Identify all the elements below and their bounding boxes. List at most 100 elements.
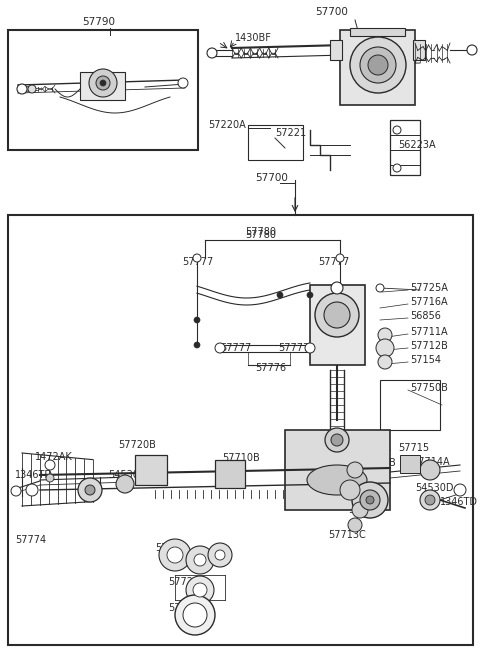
Bar bbox=[135, 455, 167, 485]
Circle shape bbox=[85, 485, 95, 495]
Circle shape bbox=[207, 48, 217, 58]
Text: 57700: 57700 bbox=[315, 7, 348, 17]
Bar bbox=[248, 125, 303, 160]
Circle shape bbox=[208, 543, 232, 567]
Text: 57776: 57776 bbox=[255, 363, 286, 373]
Circle shape bbox=[376, 339, 394, 357]
Circle shape bbox=[324, 302, 350, 328]
Circle shape bbox=[194, 317, 200, 323]
Text: 1346TD: 1346TD bbox=[15, 470, 53, 480]
Circle shape bbox=[393, 126, 401, 134]
Text: 57775: 57775 bbox=[168, 603, 199, 613]
Circle shape bbox=[175, 595, 215, 635]
Circle shape bbox=[116, 475, 134, 493]
Text: 57763: 57763 bbox=[308, 453, 339, 463]
Text: 57710B: 57710B bbox=[222, 453, 260, 463]
Circle shape bbox=[336, 254, 344, 262]
Circle shape bbox=[26, 484, 38, 496]
Text: 57777: 57777 bbox=[278, 343, 309, 353]
Bar bbox=[330, 40, 342, 60]
Circle shape bbox=[17, 84, 27, 94]
Circle shape bbox=[425, 495, 435, 505]
Circle shape bbox=[378, 355, 392, 369]
Text: 57750B: 57750B bbox=[410, 383, 448, 393]
Circle shape bbox=[194, 554, 206, 566]
Text: 54530D: 54530D bbox=[108, 470, 146, 480]
Circle shape bbox=[193, 583, 207, 597]
Bar bbox=[340, 30, 415, 105]
Circle shape bbox=[368, 55, 388, 75]
Circle shape bbox=[186, 576, 214, 604]
Text: 54530D: 54530D bbox=[415, 483, 454, 493]
Text: 1472AK: 1472AK bbox=[35, 452, 73, 462]
Bar bbox=[413, 40, 425, 60]
Text: 57774: 57774 bbox=[15, 535, 46, 545]
Circle shape bbox=[366, 496, 374, 504]
Text: 57700: 57700 bbox=[255, 173, 288, 183]
Bar bbox=[285, 430, 390, 510]
Bar bbox=[8, 215, 473, 645]
Text: 57780: 57780 bbox=[245, 230, 276, 240]
Circle shape bbox=[194, 342, 200, 348]
Bar bbox=[350, 28, 405, 36]
Text: 1430BF: 1430BF bbox=[235, 33, 272, 43]
Text: 57713B: 57713B bbox=[358, 458, 396, 468]
Circle shape bbox=[186, 546, 214, 574]
Circle shape bbox=[277, 292, 283, 298]
Text: 57773: 57773 bbox=[155, 543, 186, 553]
Text: 56856: 56856 bbox=[410, 311, 441, 321]
Circle shape bbox=[360, 47, 396, 83]
Text: 57725A: 57725A bbox=[410, 283, 448, 293]
Circle shape bbox=[360, 490, 380, 510]
Circle shape bbox=[347, 462, 363, 478]
Text: 57220A: 57220A bbox=[208, 120, 246, 130]
Circle shape bbox=[352, 502, 368, 518]
Bar bbox=[215, 460, 245, 488]
Text: 57720B: 57720B bbox=[118, 440, 156, 450]
Text: 57777: 57777 bbox=[182, 257, 213, 267]
Circle shape bbox=[352, 482, 388, 518]
Circle shape bbox=[350, 37, 406, 93]
Text: 57154: 57154 bbox=[410, 355, 441, 365]
Text: 57714A: 57714A bbox=[412, 457, 450, 467]
Circle shape bbox=[100, 80, 106, 86]
Circle shape bbox=[215, 550, 225, 560]
Circle shape bbox=[78, 478, 102, 502]
Bar bbox=[380, 380, 440, 430]
Text: 57762: 57762 bbox=[348, 505, 379, 515]
Circle shape bbox=[45, 460, 55, 470]
Circle shape bbox=[193, 254, 201, 262]
Circle shape bbox=[28, 85, 36, 93]
Circle shape bbox=[467, 45, 477, 55]
Circle shape bbox=[307, 292, 313, 298]
Text: 57777: 57777 bbox=[318, 257, 349, 267]
Circle shape bbox=[96, 76, 110, 90]
Circle shape bbox=[215, 343, 225, 353]
Circle shape bbox=[420, 460, 440, 480]
Circle shape bbox=[348, 518, 362, 532]
Circle shape bbox=[420, 490, 440, 510]
Circle shape bbox=[183, 603, 207, 627]
Text: 57716A: 57716A bbox=[410, 297, 448, 307]
Circle shape bbox=[331, 434, 343, 446]
Circle shape bbox=[89, 69, 117, 97]
Bar bbox=[310, 285, 365, 365]
Circle shape bbox=[46, 474, 54, 482]
Circle shape bbox=[305, 343, 315, 353]
Circle shape bbox=[454, 484, 466, 496]
Circle shape bbox=[159, 539, 191, 571]
Circle shape bbox=[315, 293, 359, 337]
Text: 57780: 57780 bbox=[245, 227, 276, 237]
Bar bbox=[8, 30, 198, 150]
Bar bbox=[80, 72, 125, 100]
Circle shape bbox=[178, 78, 188, 88]
Circle shape bbox=[11, 486, 21, 496]
Text: 1346TD: 1346TD bbox=[440, 497, 478, 507]
Text: 56223A: 56223A bbox=[398, 140, 436, 150]
Bar bbox=[390, 120, 420, 175]
Ellipse shape bbox=[307, 465, 367, 495]
Circle shape bbox=[393, 164, 401, 172]
Text: 57711A: 57711A bbox=[410, 327, 448, 337]
Circle shape bbox=[167, 547, 183, 563]
Circle shape bbox=[378, 328, 392, 342]
